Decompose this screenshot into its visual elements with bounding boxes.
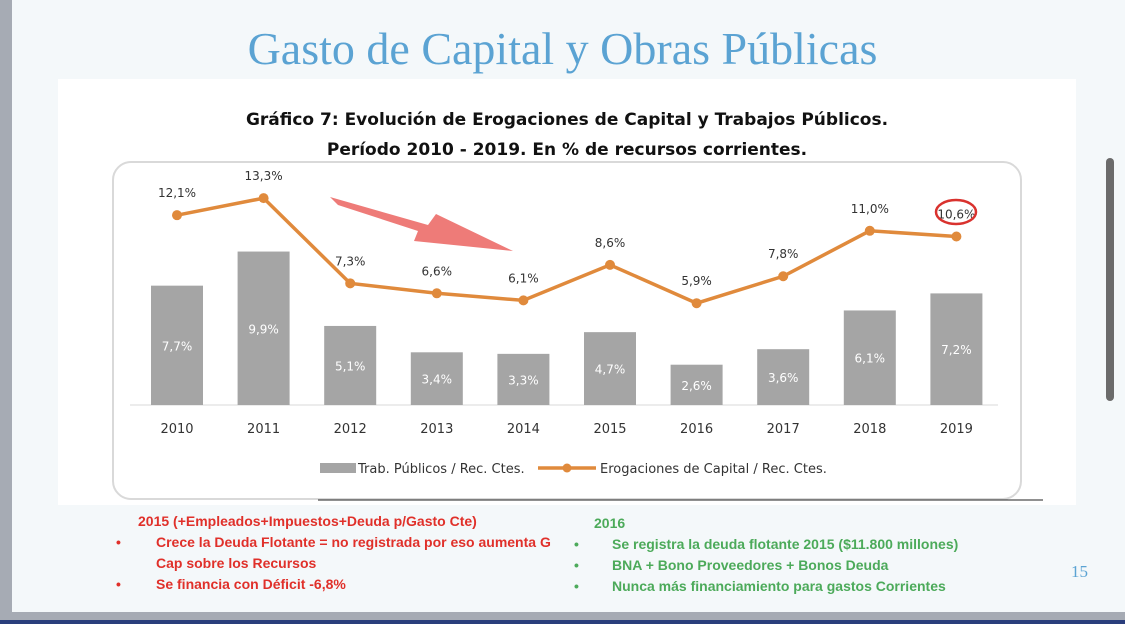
bar-2018 [843, 310, 896, 405]
line-label-2011: 13,3% [245, 169, 283, 183]
line-point-2012 [345, 278, 356, 289]
x-tick-2015: 2015 [593, 422, 626, 437]
x-tick-2017: 2017 [767, 422, 800, 437]
chart-title-line1: Gráfico 7: Evolución de Erogaciones de C… [246, 110, 888, 130]
taskbar-strip [0, 620, 1125, 624]
x-tick-2016: 2016 [680, 422, 713, 437]
note-bullet: • Se registra la deuda flotante 2015 ($11… [574, 536, 959, 552]
bar-2019 [930, 293, 983, 405]
notes-2015-heading: 2015 (+Empleados+Impuestos+Deuda p/Gasto… [138, 513, 477, 529]
note-bullet: • Crece la Deuda Flotante = no registrada… [116, 534, 551, 571]
bar-2016 [670, 364, 723, 405]
legend-bar-label: Trab. Públicos / Rec. Ctes. [357, 462, 525, 477]
bar-label-2011: 9,9% [248, 322, 279, 336]
legend-bar-swatch [320, 463, 356, 473]
line-label-2018: 11,0% [851, 202, 889, 216]
chart-image: Gráfico 7: Evolución de Erogaciones de C… [58, 79, 1076, 505]
line-point-2019 [951, 231, 962, 242]
line-point-2010 [172, 210, 182, 221]
scrollbar[interactable] [1106, 158, 1114, 401]
line-label-2016: 5,9% [681, 274, 712, 288]
bar-2012 [324, 325, 377, 405]
note-bullet: • BNA + Bono Proveedores + Bonos Deuda [574, 557, 889, 573]
highlight-circle-2019 [934, 198, 978, 226]
legend-line-marker [562, 463, 572, 473]
line-point-2018 [864, 225, 875, 236]
x-tick-2013: 2013 [420, 422, 453, 437]
x-tick-2019: 2019 [940, 422, 973, 437]
notes-2015: 2015 (+Empleados+Impuestos+Deuda p/Gasto… [112, 511, 562, 595]
chart-title-line2: Período 2010 - 2019. En % de recursos co… [327, 140, 807, 160]
x-tick-2018: 2018 [853, 422, 886, 437]
bar-2010 [151, 285, 203, 405]
bar-2011 [237, 251, 290, 405]
x-tick-2010: 2010 [160, 422, 193, 437]
line-point-2016 [691, 298, 702, 309]
bar-2014 [497, 353, 550, 405]
note-bullet: • Nunca más financiamiento para gastos Co… [574, 578, 946, 594]
line-label-2017: 7,8% [768, 247, 799, 261]
line-point-2015 [605, 259, 615, 270]
x-tick-2012: 2012 [334, 422, 367, 437]
line-label-2010: 12,1% [158, 186, 196, 200]
line-label-2014: 6,1% [508, 271, 539, 285]
plot-frame [112, 161, 1022, 500]
line-series [176, 196, 957, 306]
window-left-border [0, 0, 12, 612]
bar-label-2018: 6,1% [855, 352, 886, 366]
line-point-2011 [258, 193, 269, 204]
line-label-2013: 6,6% [422, 264, 453, 278]
line-label-2019: 10,6% [937, 207, 975, 221]
bar-label-2019: 7,2% [941, 343, 972, 357]
chart: Gráfico 7: Evolución de Erogaciones de C… [112, 110, 1043, 501]
line-point-2013 [431, 288, 442, 299]
bar-label-2015: 4,7% [595, 363, 626, 377]
notes-2016-heading: 2016 [594, 515, 626, 531]
bar-label-2014: 3,3% [508, 373, 539, 387]
x-tick-2014: 2014 [507, 422, 540, 437]
down-arrow-annotation [330, 197, 513, 251]
page-number: 15 [1071, 562, 1088, 581]
slide-title: Gasto de Capital y Obras Públicas [247, 23, 878, 74]
note-bullet: • Se financia con Déficit -6,8% [116, 576, 346, 592]
legend-line-label: Erogaciones de Capital / Rec. Ctes. [600, 462, 827, 477]
bar-2013 [410, 352, 463, 405]
notes-2016: 2016 • Se registra la deuda flotante 2015… [570, 513, 1030, 597]
x-tick-2011: 2011 [247, 422, 280, 437]
bar-2015 [584, 332, 636, 405]
bar-label-2016: 2,6% [681, 379, 712, 393]
bar-2017 [757, 349, 810, 405]
bar-label-2013: 3,4% [422, 373, 453, 387]
line-label-2012: 7,3% [335, 254, 366, 268]
line-point-2017 [778, 271, 789, 282]
bar-label-2010: 7,7% [162, 339, 193, 353]
line-point-2014 [518, 295, 529, 306]
window-bottom-border [0, 612, 1125, 620]
line-label-2015: 8,6% [595, 236, 626, 250]
bar-label-2017: 3,6% [768, 371, 799, 385]
bar-label-2012: 5,1% [335, 359, 366, 373]
